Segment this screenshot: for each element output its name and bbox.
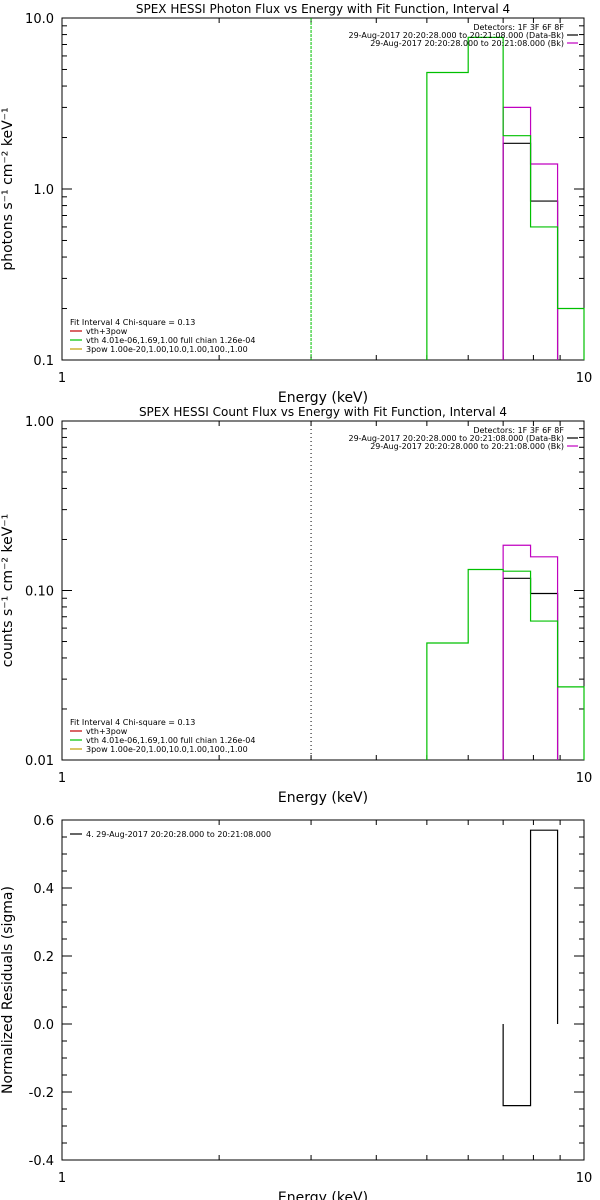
- y-tick-label-0: 0.1: [33, 354, 54, 369]
- x-tick-label-0: 1: [58, 371, 66, 386]
- x-tick-label-1: 10: [576, 771, 593, 786]
- x-axis-label-1: Energy (keV): [278, 790, 368, 806]
- data-series-2-0: [502, 829, 559, 1107]
- legend-entry-1: 3pow 1.00e-20,1.00,10.0,1.00,100.,1.00: [86, 745, 248, 754]
- legend-entry-0: Fit Interval 4 Chi-square = 0.13: [70, 318, 195, 327]
- plot-frame-0: [61, 17, 585, 361]
- y-tick-label-0: 1.0: [33, 183, 54, 198]
- y-tick-label-2: 0.4: [33, 882, 54, 897]
- data-series-0-2: [426, 36, 585, 360]
- legend-entry-1: Fit Interval 4 Chi-square = 0.13: [70, 718, 195, 727]
- x-axis-label-2: Energy (keV): [278, 1190, 368, 1200]
- x-tick-label-2: 1: [58, 1171, 66, 1186]
- y-tick-label-1: 1.00: [25, 415, 54, 430]
- y-tick-label-2: 0.0: [33, 1018, 54, 1033]
- y-tick-label-1: 0.01: [25, 754, 54, 769]
- y-axis-label-1: counts s⁻¹ cm⁻² keV⁻¹: [0, 514, 16, 668]
- legend-entry-1: vth+3pow: [86, 727, 128, 736]
- y-axis-label-0: photons s⁻¹ cm⁻² keV⁻¹: [0, 107, 16, 270]
- legend-entry-1: vth 4.01e-06,1.69,1.00 full chian 1.26e-…: [86, 736, 255, 745]
- plot-frame-1: [61, 420, 585, 761]
- legend-entry-1: Detectors: 1F 3F 6F 8F: [473, 426, 564, 435]
- legend-entry-0: 3pow 1.00e-20,1.00,10.0,1.00,100.,1.00: [86, 345, 248, 354]
- legend-entry-1: 29-Aug-2017 20:20:28.000 to 20:21:08.000…: [348, 434, 564, 443]
- legend-entry-0: Detectors: 1F 3F 6F 8F: [473, 23, 564, 32]
- y-tick-label-2: -0.4: [29, 1154, 54, 1169]
- x-tick-label-0: 10: [576, 371, 593, 386]
- legend-entry-2: 4. 29-Aug-2017 20:20:28.000 to 20:21:08.…: [86, 830, 271, 839]
- data-series-1-2: [426, 568, 585, 760]
- x-axis-label-0: Energy (keV): [278, 390, 368, 406]
- y-tick-label-0: 10.0: [25, 12, 54, 27]
- legend-entry-0: vth+3pow: [86, 327, 128, 336]
- x-tick-label-2: 10: [576, 1171, 593, 1186]
- y-tick-label-2: 0.2: [33, 950, 54, 965]
- y-tick-label-2: 0.6: [33, 814, 54, 829]
- chart-title-1: SPEX HESSI Count Flux vs Energy with Fit…: [139, 405, 507, 419]
- legend-entry-0: vth 4.01e-06,1.69,1.00 full chian 1.26e-…: [86, 336, 255, 345]
- chart-title-0: SPEX HESSI Photon Flux vs Energy with Fi…: [136, 2, 510, 16]
- legend-entry-0: 29-Aug-2017 20:20:28.000 to 20:21:08.000…: [370, 39, 564, 48]
- legend-entry-0: 29-Aug-2017 20:20:28.000 to 20:21:08.000…: [348, 31, 564, 40]
- y-tick-label-1: 0.10: [25, 585, 54, 600]
- data-series-1-1: [502, 544, 559, 760]
- x-tick-label-1: 1: [58, 771, 66, 786]
- y-axis-label-2: Normalized Residuals (sigma): [0, 886, 16, 1094]
- y-tick-label-2: -0.2: [29, 1086, 54, 1101]
- plot-frame-2: [61, 819, 585, 1161]
- legend-entry-1: 29-Aug-2017 20:20:28.000 to 20:21:08.000…: [370, 442, 564, 451]
